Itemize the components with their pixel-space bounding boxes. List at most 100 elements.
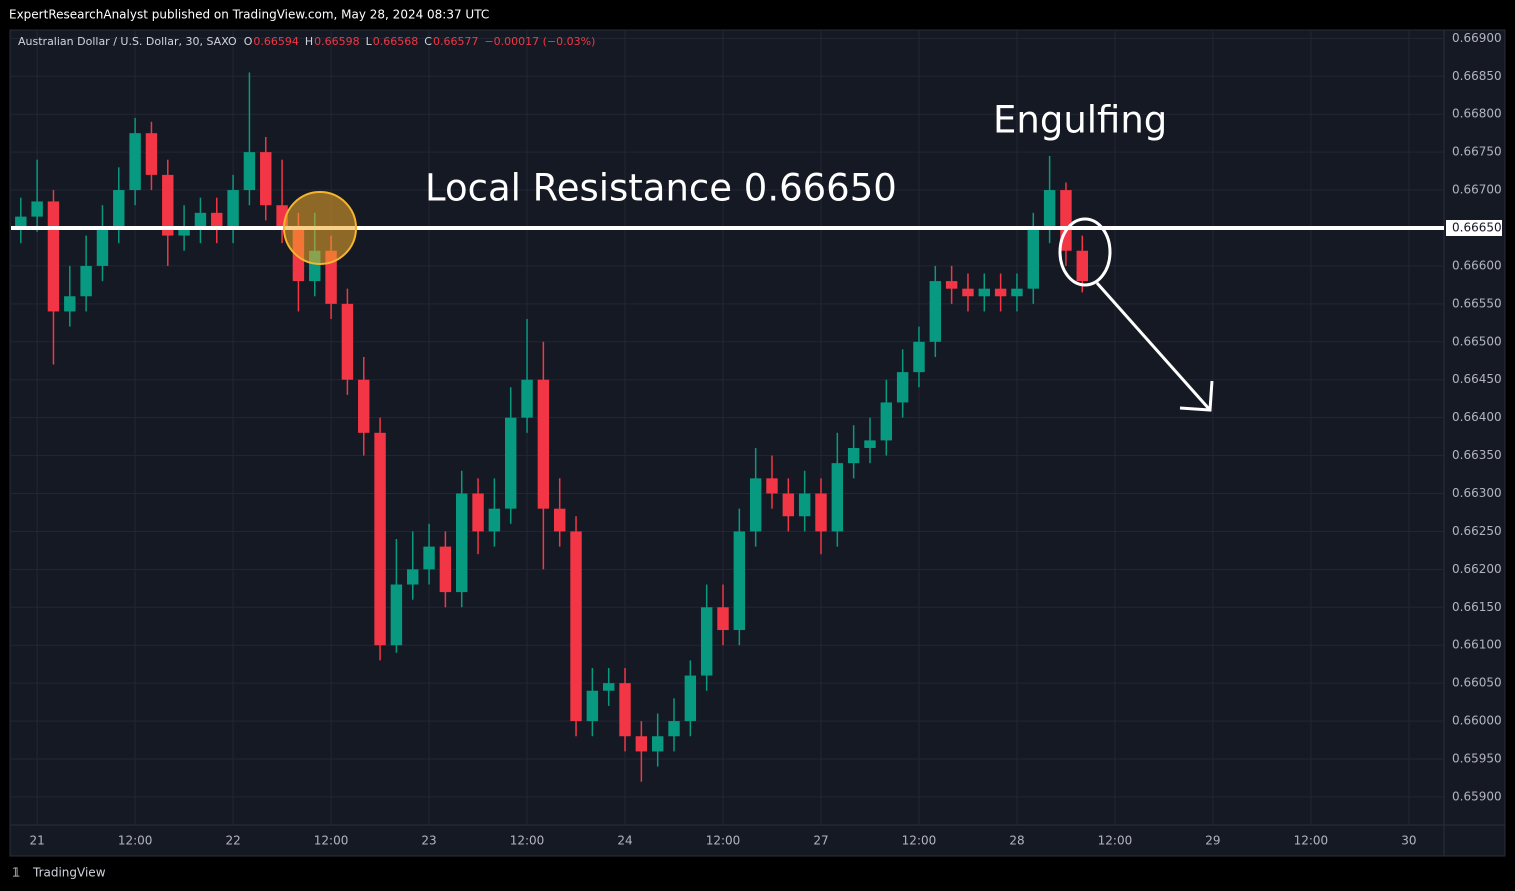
candle-body (1011, 288, 1023, 297)
y-tick-label: 0.65950 (1452, 752, 1502, 766)
candle-body (749, 478, 762, 532)
y-tick-label: 0.66550 (1452, 296, 1502, 310)
candle-body (815, 493, 827, 532)
price-tag (1446, 219, 1502, 236)
candle-body (472, 493, 484, 532)
candle-body (929, 281, 942, 342)
y-tick-label: 0.66800 (1452, 107, 1502, 121)
y-tick-label: 0.66500 (1452, 334, 1502, 348)
candle-body (847, 447, 860, 464)
candle-body (651, 736, 664, 752)
ohlc-value: 0.66568 (373, 35, 419, 48)
candle-body (439, 546, 452, 593)
candle-body (864, 440, 876, 448)
candle-body (488, 508, 501, 532)
candle-body (586, 690, 599, 722)
candle-body (47, 201, 60, 312)
candle-body (668, 721, 680, 737)
x-tick-label: 12:00 (706, 834, 741, 848)
y-tick-label: 0.66150 (1452, 600, 1502, 614)
y-tick-label: 0.65900 (1452, 789, 1502, 803)
ohlc-value: 0.66577 (433, 35, 479, 48)
symbol: Australian Dollar / U.S. Dollar, 30, SAX… (18, 35, 237, 48)
price-tag-label: 0.66650 (1452, 220, 1502, 234)
x-tick-label: 27 (813, 834, 828, 848)
candle-body (978, 288, 991, 297)
engulfing-ellipse (1058, 217, 1112, 287)
x-tick-label: 28 (1009, 834, 1024, 848)
candle-body (700, 607, 713, 676)
change: −0.00017 (−0.03%) (484, 35, 595, 48)
candle-body (635, 736, 648, 752)
y-tick-label: 0.66200 (1452, 562, 1502, 576)
ohlc-key: H (305, 35, 313, 48)
candle-body (64, 296, 76, 312)
x-tick-label: 12:00 (1294, 834, 1329, 848)
x-tick-label: 23 (421, 834, 436, 848)
arrow (1095, 282, 1212, 411)
candle-body (15, 216, 27, 228)
candle-body (276, 205, 288, 228)
candle-body (325, 250, 337, 304)
x-tick-label: 12:00 (118, 834, 153, 848)
candle-body (374, 432, 386, 646)
candle-body (1027, 227, 1040, 289)
y-tick-label: 0.66000 (1452, 714, 1502, 728)
candle-body (521, 379, 533, 418)
candle-body (178, 227, 190, 236)
y-tick-label: 0.66600 (1452, 258, 1502, 272)
candle-body (227, 190, 239, 228)
candle-body (243, 152, 256, 191)
candle-body (766, 478, 778, 494)
candle-body (994, 288, 1007, 297)
candle-body (602, 683, 615, 691)
candle-body (945, 281, 958, 289)
x-tick-label: 12:00 (902, 834, 937, 848)
highlight-circle (283, 191, 357, 265)
candle-body (1076, 250, 1088, 282)
candle-body (390, 584, 403, 646)
y-tick-label: 0.66900 (1452, 31, 1502, 45)
resistance-label: Local Resistance 0.66650 (425, 167, 897, 210)
candle-body (260, 152, 272, 206)
candle-body (537, 379, 550, 509)
candle-body (129, 133, 141, 191)
candle-body (962, 288, 974, 297)
y-tick-label: 0.66700 (1452, 183, 1502, 197)
arrow-head (1179, 380, 1214, 412)
x-tick-label: 12:00 (510, 834, 545, 848)
candle-body (733, 531, 746, 631)
x-tick-label: 21 (29, 834, 44, 848)
y-tick-label: 0.66350 (1452, 448, 1502, 462)
ohlc-key: L (366, 35, 373, 48)
candle-body (309, 250, 321, 282)
logo: 𝟙 (12, 866, 20, 880)
candle-body (211, 212, 223, 228)
x-tick-label: 29 (1205, 834, 1220, 848)
candle-body (782, 493, 795, 517)
candle-body (831, 463, 844, 532)
candle-body (504, 417, 517, 509)
x-tick-label: 22 (225, 834, 240, 848)
x-tick-label: 12:00 (314, 834, 349, 848)
y-tick-label: 0.66100 (1452, 638, 1502, 652)
y-tick-label: 0.66750 (1452, 145, 1502, 159)
candle-body (194, 212, 207, 228)
candle-body (570, 531, 582, 722)
ohlc-value: 0.66598 (314, 35, 360, 48)
y-tick-label: 0.66400 (1452, 410, 1502, 424)
candle-body (553, 508, 566, 532)
candle-body (113, 190, 125, 228)
candle-body (96, 227, 109, 266)
y-tick-label: 0.66300 (1452, 486, 1502, 500)
candle-body (456, 493, 468, 593)
x-tick-label: 12:00 (1098, 834, 1133, 848)
candle-body (358, 379, 370, 433)
candle-body (1043, 190, 1056, 228)
candle-body (880, 402, 893, 441)
candle-body (423, 546, 435, 570)
y-tick-label: 0.66050 (1452, 676, 1502, 690)
ohlc-key: C (424, 35, 432, 48)
candle-body (31, 201, 43, 217)
